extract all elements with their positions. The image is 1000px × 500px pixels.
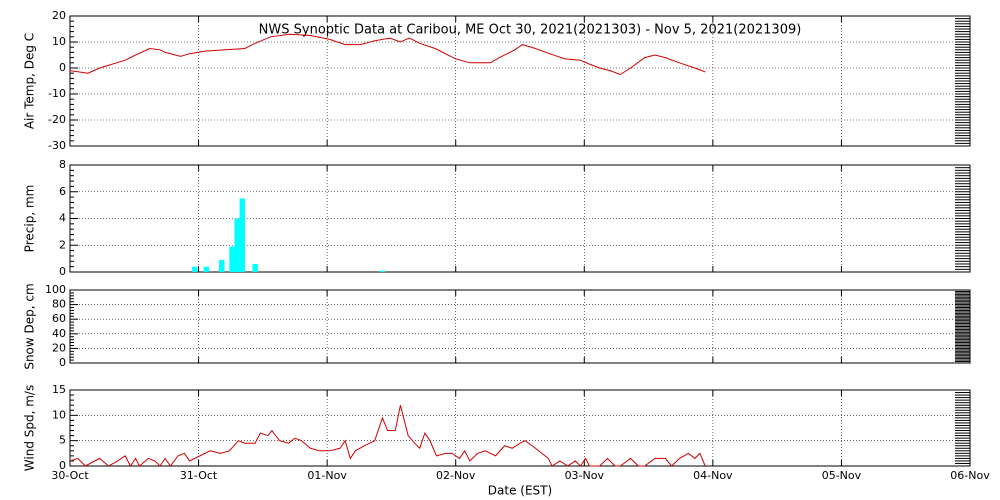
y-tick-label: -10	[48, 87, 66, 100]
x-tick-label: 30-Oct	[51, 469, 89, 482]
y-tick-label: 10	[52, 408, 66, 421]
data-line	[69, 33, 706, 76]
y-tick-label: 10	[52, 35, 66, 48]
y-tick-label: 20	[52, 341, 66, 354]
bar	[239, 198, 245, 272]
y-tick-label: 60	[52, 312, 66, 325]
x-tick-label: 04-Nov	[693, 469, 733, 482]
plot-frame	[69, 289, 971, 364]
bar	[192, 266, 198, 272]
y-tick-label: 100	[45, 283, 66, 296]
bar	[252, 263, 258, 272]
y-tick-label: 0	[59, 459, 66, 472]
y-axis-label: Wind Spd, m/s	[23, 385, 37, 471]
y-tick-label: -20	[48, 113, 66, 126]
y-tick-label: 4	[59, 212, 66, 225]
x-tick-label: 05-Nov	[822, 469, 862, 482]
y-tick-label: 0	[59, 61, 66, 74]
plot-frame	[69, 389, 971, 467]
y-tick-label: 80	[52, 298, 66, 311]
y-tick-label: -30	[48, 139, 66, 152]
bar	[219, 259, 225, 272]
bar	[379, 270, 386, 272]
y-tick-label: 6	[59, 185, 66, 198]
y-tick-label: 0	[59, 356, 66, 369]
data-line	[69, 405, 706, 467]
x-tick-label: 02-Nov	[436, 469, 476, 482]
y-axis-label: Air Temp, Deg C	[23, 33, 37, 129]
x-tick-label: 03-Nov	[565, 469, 605, 482]
x-tick-label: 31-Oct	[180, 469, 218, 482]
x-tick-label: 01-Nov	[307, 469, 347, 482]
chart-title: NWS Synoptic Data at Caribou, ME Oct 30,…	[259, 23, 802, 38]
x-tick-label: 06-Nov	[950, 469, 990, 482]
y-tick-label: 40	[52, 327, 66, 340]
y-tick-label: 15	[52, 383, 66, 396]
bar	[203, 266, 209, 272]
y-axis-label: Snow Dep, cm	[23, 283, 37, 369]
y-tick-label: 2	[59, 238, 66, 251]
y-tick-label: 8	[59, 158, 66, 171]
y-axis-label: Precip, mm	[23, 185, 37, 253]
bar	[229, 246, 235, 272]
y-tick-label: 0	[59, 265, 66, 278]
bar	[234, 218, 240, 272]
x-axis-label: Date (EST)	[488, 484, 552, 498]
y-tick-label: 5	[59, 434, 66, 447]
y-tick-label: 20	[52, 9, 66, 22]
